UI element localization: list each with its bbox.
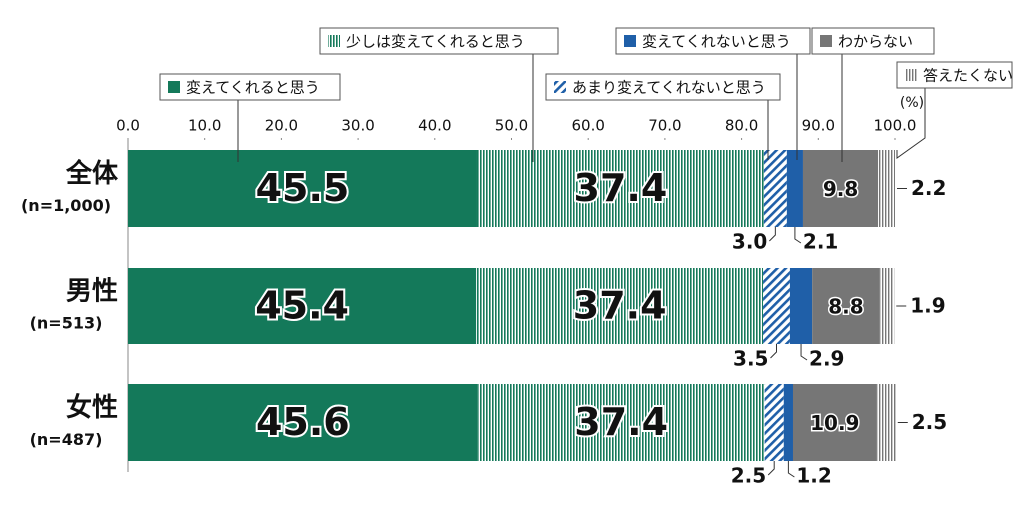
data-label: 2.5 — [912, 410, 947, 434]
legend-label: 変えてくれると思う — [186, 79, 320, 97]
legend-label: あまり変えてくれないと思う — [572, 79, 766, 97]
bar-segment — [128, 384, 478, 461]
data-label: 45.5 — [256, 166, 350, 210]
bar-segment — [878, 150, 895, 227]
bar-segment — [128, 150, 477, 227]
bar-segment — [476, 268, 764, 344]
legend-swatch — [554, 81, 566, 93]
legend-label: 変えてくれないと思う — [642, 33, 791, 51]
bar-segment — [876, 384, 896, 461]
data-label: 2.2 — [911, 176, 946, 200]
category-sublabel: (n=487) — [30, 430, 103, 449]
legend-swatch — [328, 35, 340, 47]
bar-segment — [789, 268, 813, 344]
legend-swatch — [624, 35, 636, 47]
category-label: 女性 — [66, 392, 118, 423]
legend-box — [545, 73, 781, 101]
x-tick-label: 20.0 — [265, 117, 298, 135]
legend-leader — [896, 88, 926, 159]
data-label: 3.0 — [732, 230, 767, 254]
data-label: 9.8 — [823, 177, 858, 201]
x-tick-label: 80.0 — [725, 117, 758, 135]
legend-label: わからない — [838, 33, 913, 51]
bar-segment — [477, 384, 765, 461]
bar-segment — [802, 150, 879, 227]
data-label: 1.2 — [796, 464, 831, 488]
data-label: 1.9 — [910, 294, 945, 318]
x-tick-label: 100.0 — [874, 117, 917, 135]
data-label: 2.1 — [803, 230, 838, 254]
bar-segment — [476, 150, 764, 227]
bar-segment — [764, 384, 784, 461]
bar-segment — [879, 268, 895, 344]
leader-line — [794, 227, 802, 244]
bar-segment — [763, 268, 790, 344]
legend-box — [319, 27, 559, 55]
data-label: 2.9 — [809, 347, 844, 371]
data-label: 8.8 — [828, 295, 863, 319]
category-sublabel: (n=1,000) — [21, 196, 111, 215]
leader-line — [800, 344, 808, 361]
legend-swatch — [168, 81, 180, 93]
x-tick-label: 10.0 — [188, 117, 221, 135]
data-label: 37.4 — [574, 400, 668, 444]
legend-label: 答えたくない — [923, 67, 1013, 85]
x-tick-label: 30.0 — [341, 117, 374, 135]
unit-label: (%) — [900, 95, 924, 111]
data-label: 10.9 — [810, 411, 859, 435]
data-label: 45.6 — [256, 400, 350, 444]
x-tick-label: 40.0 — [418, 117, 451, 135]
data-label: 45.4 — [255, 284, 349, 328]
legend-swatch — [820, 35, 832, 47]
category-label: 全体 — [65, 158, 119, 189]
bar-segment — [763, 150, 787, 227]
bar-segment — [792, 384, 877, 461]
bar-segment — [812, 268, 880, 344]
data-label: 3.5 — [733, 347, 768, 371]
leader-line — [767, 461, 775, 476]
leader-line — [787, 461, 795, 478]
legend-box — [811, 27, 935, 55]
data-label: 37.4 — [573, 284, 667, 328]
legend-box — [615, 27, 811, 55]
bar-segment — [128, 268, 477, 344]
x-tick-label: 0.0 — [116, 117, 140, 135]
x-tick-label: 50.0 — [495, 117, 528, 135]
x-tick-label: 60.0 — [571, 117, 604, 135]
legend-box — [159, 73, 341, 101]
x-tick-label: 90.0 — [802, 117, 835, 135]
bar-segment — [786, 150, 803, 227]
bar-segment — [783, 384, 793, 461]
data-label: 37.4 — [574, 166, 668, 210]
data-label: 2.5 — [731, 464, 766, 488]
category-label: 男性 — [66, 277, 118, 307]
category-sublabel: (n=513) — [30, 314, 103, 333]
legend-label: 少しは変えてくれると思う — [346, 33, 525, 51]
leader-line — [770, 344, 777, 359]
x-tick-label: 70.0 — [648, 117, 681, 135]
legend-swatch — [905, 69, 917, 81]
leader-line — [768, 227, 776, 242]
